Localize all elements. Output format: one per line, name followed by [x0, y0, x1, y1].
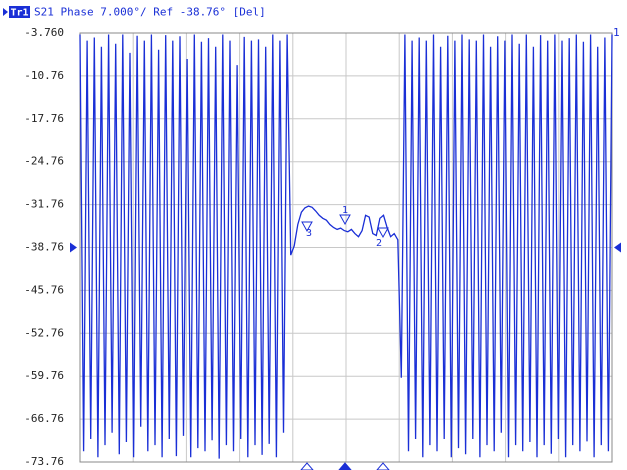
y-tick-label: -31.76 [24, 198, 64, 211]
y-tick-label: -45.76 [24, 283, 64, 296]
y-tick-label: -73.76 [24, 455, 64, 468]
chart-title: S21 Phase 7.000°/ Ref -38.76° [Del] [34, 6, 266, 19]
plot-frame [79, 32, 613, 463]
channel-label: 1 [613, 26, 620, 39]
trace-label: Tr1 [10, 8, 28, 19]
marker-bottom [300, 462, 314, 470]
y-tick-label: -38.76 [24, 241, 64, 254]
marker-label: 1 [342, 205, 348, 216]
y-tick-label: -24.76 [24, 155, 64, 168]
marker-triangle [339, 214, 351, 226]
y-tick-label: -59.76 [24, 369, 64, 382]
y-tick-label: -66.76 [24, 412, 64, 425]
ref-arrow-right [614, 242, 621, 253]
ref-arrow-left [70, 242, 77, 253]
y-tick-label: -3.760 [24, 26, 64, 39]
y-tick-label: -52.76 [24, 326, 64, 339]
marker-label: 2 [376, 238, 382, 249]
trace-badge [9, 6, 30, 18]
active-trace-arrow [3, 8, 8, 16]
y-tick-label: -10.76 [24, 69, 64, 82]
marker-triangle [301, 221, 313, 233]
marker-triangle [377, 227, 389, 239]
marker-label: 3 [306, 228, 312, 239]
trace [79, 34, 613, 459]
y-tick-label: -17.76 [24, 112, 64, 125]
marker-bottom [338, 462, 352, 470]
marker-bottom [376, 462, 390, 470]
